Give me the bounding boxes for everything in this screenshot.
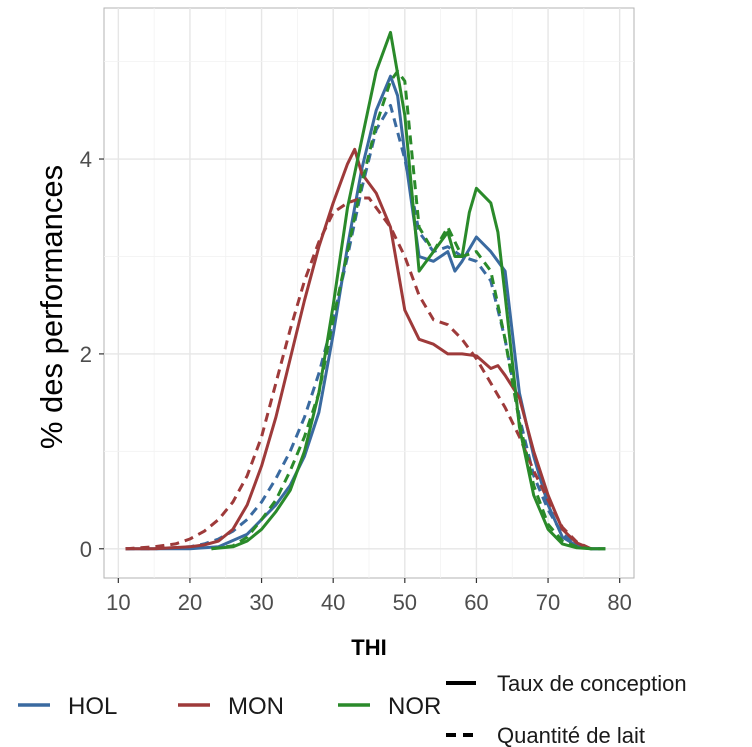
legend-label-hol: HOL — [68, 693, 117, 720]
y-tick-label: 4 — [80, 147, 92, 172]
x-tick-label: 40 — [321, 590, 345, 615]
x-tick-label: 70 — [536, 590, 560, 615]
linetype-legend: Taux de conception Quantité de lait — [446, 671, 687, 747]
y-axis-ticks: 0 2 4 — [80, 147, 104, 562]
legend-label-mon: MON — [228, 693, 284, 720]
y-tick-label: 0 — [80, 537, 92, 562]
x-tick-label: 60 — [464, 590, 488, 615]
x-tick-label: 30 — [249, 590, 273, 615]
linetype-label-lait: Quantité de lait — [497, 723, 645, 747]
legend-label-nor: NOR — [388, 693, 441, 720]
x-tick-label: 20 — [178, 590, 202, 615]
breed-legend: HOL MON NOR — [18, 693, 441, 720]
y-tick-label: 2 — [80, 342, 92, 367]
linetype-label-conception: Taux de conception — [497, 671, 687, 696]
x-axis-title: THI — [351, 635, 386, 660]
x-axis-ticks: 10 20 30 40 50 60 70 80 — [106, 578, 632, 615]
x-tick-label: 10 — [106, 590, 130, 615]
series-line-mon-lait — [125, 196, 592, 551]
series-line-nor-lait — [211, 69, 606, 551]
x-tick-label: 50 — [393, 590, 417, 615]
grid — [104, 8, 634, 578]
x-tick-label: 80 — [607, 590, 631, 615]
series-layer — [125, 30, 606, 551]
y-axis-title: % des performances — [34, 165, 69, 449]
series-line-hol-lait — [125, 103, 606, 551]
